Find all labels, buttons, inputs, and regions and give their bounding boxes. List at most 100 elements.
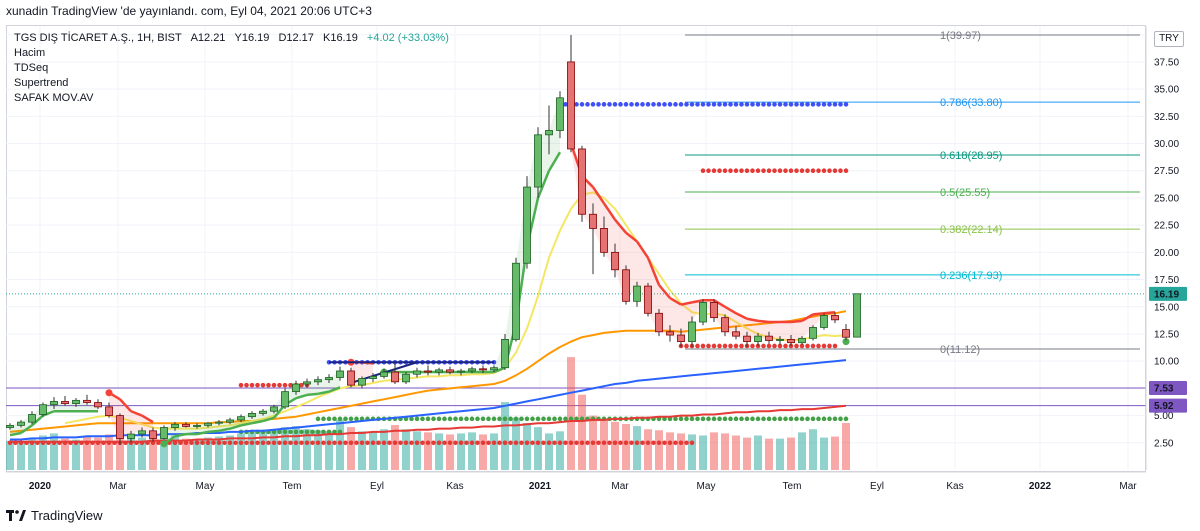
volume-bar xyxy=(424,432,432,470)
candle-body xyxy=(72,399,80,405)
indicator-dot xyxy=(739,168,744,174)
indicator-dot xyxy=(458,440,464,446)
volume-bar xyxy=(677,433,685,470)
indicator-dot xyxy=(370,440,376,446)
indicator-dot xyxy=(354,416,359,422)
supertrend-segment xyxy=(240,421,253,427)
indicator-dot xyxy=(409,440,414,446)
indicator-dot xyxy=(552,440,557,446)
currency-badge[interactable]: TRY xyxy=(1154,31,1184,47)
candle-body xyxy=(39,404,47,415)
indicator-dot xyxy=(750,102,755,107)
indicator-dot xyxy=(414,416,420,422)
indicator-dot xyxy=(332,440,337,446)
supertrend-segment xyxy=(306,392,319,397)
indicator-dot xyxy=(541,416,546,422)
indicator-dot xyxy=(739,343,744,349)
indicator-supertrend[interactable]: Supertrend xyxy=(14,77,69,89)
price-tags: 16.19 7.53 5.92 xyxy=(1149,286,1187,413)
fib-label: 0.5(25.55) xyxy=(940,187,990,199)
volume-bar xyxy=(160,436,168,470)
indicator-dot xyxy=(607,440,612,446)
volume-bar xyxy=(171,435,179,470)
indicator-dot xyxy=(288,429,293,435)
indicator-dot xyxy=(783,343,788,349)
indicator-dot xyxy=(299,429,304,435)
volume-bar xyxy=(611,421,619,470)
indicator-dot xyxy=(332,429,337,435)
indicator-dot xyxy=(519,440,524,446)
indicator-dot xyxy=(733,416,739,422)
fib-label: 0.236(17.93) xyxy=(940,270,1002,282)
indicator-dot xyxy=(700,102,706,107)
price-tick-label: 37.50 xyxy=(1154,57,1179,68)
candle-body xyxy=(512,262,520,340)
time-tick-label: Eyl xyxy=(370,481,384,492)
indicator-dot xyxy=(348,416,354,422)
candle-body xyxy=(655,312,663,333)
supertrend-segment xyxy=(20,424,33,435)
indicator-dot xyxy=(546,440,552,446)
candle-body xyxy=(490,367,498,371)
volume-bar xyxy=(17,442,25,470)
candle-body xyxy=(468,368,476,372)
candle-body xyxy=(688,321,696,342)
indicator-safak-mov-av[interactable]: SAFAK MOV.AV xyxy=(14,92,94,104)
candle-body xyxy=(270,406,278,412)
indicator-dot xyxy=(563,416,568,422)
candle-body xyxy=(226,419,234,423)
indicator-tdseq[interactable]: TDSeq xyxy=(14,62,49,74)
candle-body xyxy=(567,61,575,150)
indicator-dot xyxy=(607,102,612,107)
indicator-dot xyxy=(486,416,491,422)
indicator-dot xyxy=(733,168,739,174)
indicator-dot xyxy=(673,102,678,107)
volume-bar xyxy=(732,435,740,470)
indicator-dot xyxy=(794,168,799,174)
indicator-dot xyxy=(249,382,255,388)
indicator-volume[interactable]: Hacim xyxy=(14,47,46,59)
volume-bar xyxy=(501,402,509,470)
candle-body xyxy=(259,410,267,414)
candle-body xyxy=(204,422,212,426)
indicator-dot xyxy=(321,440,326,446)
indicator-dot xyxy=(612,102,618,107)
volume-bar xyxy=(204,437,212,470)
price-tick-label: 32.50 xyxy=(1154,112,1179,123)
volume-bar xyxy=(314,430,322,470)
indicator-dot xyxy=(750,343,755,349)
time-tick-label: May xyxy=(196,481,215,492)
indicator-dot xyxy=(255,382,260,388)
indicator-dot xyxy=(640,440,645,446)
price-tick-label: 35.00 xyxy=(1154,85,1179,96)
candle-body xyxy=(622,269,630,302)
indicator-dot xyxy=(524,416,530,422)
candle-body xyxy=(831,315,839,321)
supertrend-segment xyxy=(141,414,154,424)
indicator-dot xyxy=(557,416,563,422)
indicator-dot xyxy=(530,416,535,422)
indicator-dot xyxy=(750,416,755,422)
indicator-dot xyxy=(838,416,843,422)
indicator-dot xyxy=(783,416,788,422)
indicator-dot xyxy=(596,440,601,446)
indicator-dot xyxy=(827,168,832,174)
candle-body xyxy=(336,370,344,378)
indicator-dot xyxy=(689,102,695,107)
indicator-dot xyxy=(618,102,623,107)
indicator-dot xyxy=(684,343,689,349)
supertrend-segment xyxy=(119,398,132,413)
indicator-dot xyxy=(728,416,733,422)
indicator-dot xyxy=(601,102,607,107)
price-tick-label: 17.50 xyxy=(1154,275,1179,286)
high-value: Y16.19 xyxy=(234,32,270,44)
volume-bar xyxy=(435,433,443,470)
indicator-dot xyxy=(590,440,596,446)
candle-body xyxy=(369,376,377,379)
footer-brand[interactable]: TradingView xyxy=(6,508,103,523)
indicator-dot xyxy=(799,102,805,107)
indicator-dot xyxy=(662,416,667,422)
indicator-dot xyxy=(827,102,832,107)
indicator-dot xyxy=(282,429,288,435)
